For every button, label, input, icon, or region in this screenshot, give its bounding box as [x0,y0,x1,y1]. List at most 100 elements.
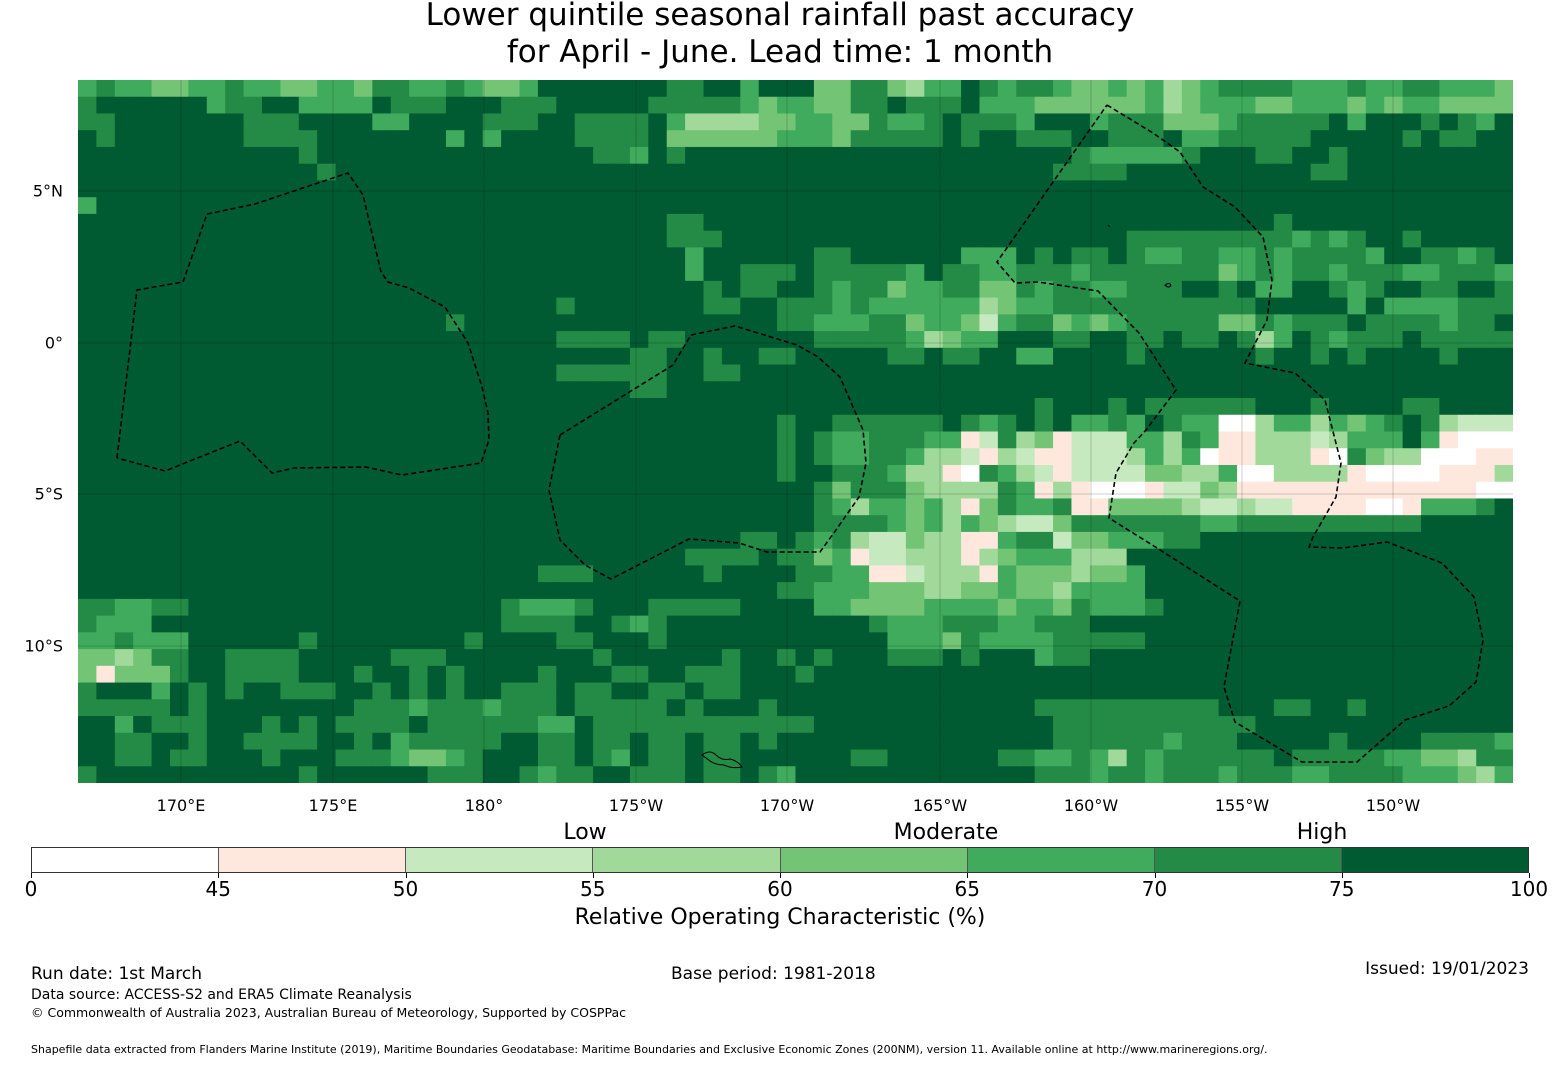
map-cell [1310,247,1330,265]
map-cell [537,682,557,700]
map-cell [703,146,723,165]
map-cell [795,481,815,500]
map-cell [1181,347,1201,366]
map-cell [869,732,889,751]
map-cell [482,96,502,115]
map-cell [574,598,594,617]
map-cell [1347,180,1367,198]
map-cell [961,632,981,650]
map-cell [1200,146,1220,165]
map-cell [685,766,705,783]
map-cell [169,632,189,650]
map-cell [390,732,410,751]
map-cell [114,749,134,767]
map-cell [1218,163,1238,182]
map-cell [1089,665,1109,684]
map-cell [133,381,153,399]
map-cell [924,464,944,483]
map-cell [979,180,999,198]
map-cell [96,146,116,165]
map-cell [961,264,981,282]
map-cell [832,80,852,98]
map-cell [298,297,318,315]
map-cell [133,264,153,282]
map-cell [1273,314,1293,332]
map-cell [1126,80,1146,98]
map-cell [1457,598,1477,617]
lon-label-170w: 170°W [759,796,815,815]
map-cell [501,515,521,533]
map-cell [666,766,686,783]
map-cell [206,180,226,198]
map-cell [519,398,539,416]
map-cell [96,531,116,550]
map-cell [942,130,962,148]
map-cell [979,96,999,115]
map-cell [740,649,760,667]
map-cell [317,347,337,366]
map-cell [133,297,153,315]
map-cell [1273,749,1293,767]
map-cell [795,381,815,399]
map-cell [1108,414,1128,433]
map-cell [1255,414,1275,433]
eez-boundary-central [548,325,867,580]
map-cell [519,146,539,165]
map-cell [390,280,410,299]
map-cell [777,716,797,734]
map-cell [1108,113,1128,131]
map-cell [777,96,797,115]
map-cell [519,197,539,215]
map-cell [924,481,944,500]
map-cell [832,665,852,684]
colorbar-tick-mark [31,873,32,878]
map-cell [758,280,778,299]
map-cell [78,431,97,449]
map-cell [593,481,613,500]
map-cell [298,347,318,366]
map-cell [169,163,189,182]
map-cell [1237,247,1257,265]
map-cell [1200,481,1220,500]
map-cell [1218,515,1238,533]
map-cell [114,314,134,332]
map-cell [1108,197,1128,215]
map-cell [1457,381,1477,399]
map-cell [372,649,392,667]
map-cell [353,213,373,232]
map-cell [1421,280,1441,299]
map-cell [537,80,557,98]
map-cell [1457,113,1477,131]
map-cell [519,347,539,366]
map-cell [280,146,300,165]
map-cell [1476,80,1496,98]
map-cell [1292,649,1312,667]
map-cell [1384,431,1404,449]
map-cell [317,80,337,98]
map-cell [1310,314,1330,332]
map-cell [850,113,870,131]
map-cell [942,113,962,131]
map-cell [188,632,208,650]
map-cell [574,464,594,483]
map-cell [1181,431,1201,449]
map-cell [280,615,300,633]
map-cell [740,398,760,416]
colorbar-tick-mark [405,873,407,878]
map-cell [188,464,208,483]
map-cell [556,515,576,533]
map-cell [1089,615,1109,633]
map-cell [225,96,245,115]
map-cell [501,665,521,684]
map-cell [648,481,668,500]
map-cell [685,582,705,600]
map-cell [1200,582,1220,600]
map-cell [225,146,245,165]
map-cell [1310,565,1330,583]
map-cell [169,230,189,248]
map-cell [78,615,97,633]
map-cell [1310,398,1330,416]
map-cell [1218,649,1238,667]
map-cell [1421,414,1441,433]
map-cell [685,716,705,734]
